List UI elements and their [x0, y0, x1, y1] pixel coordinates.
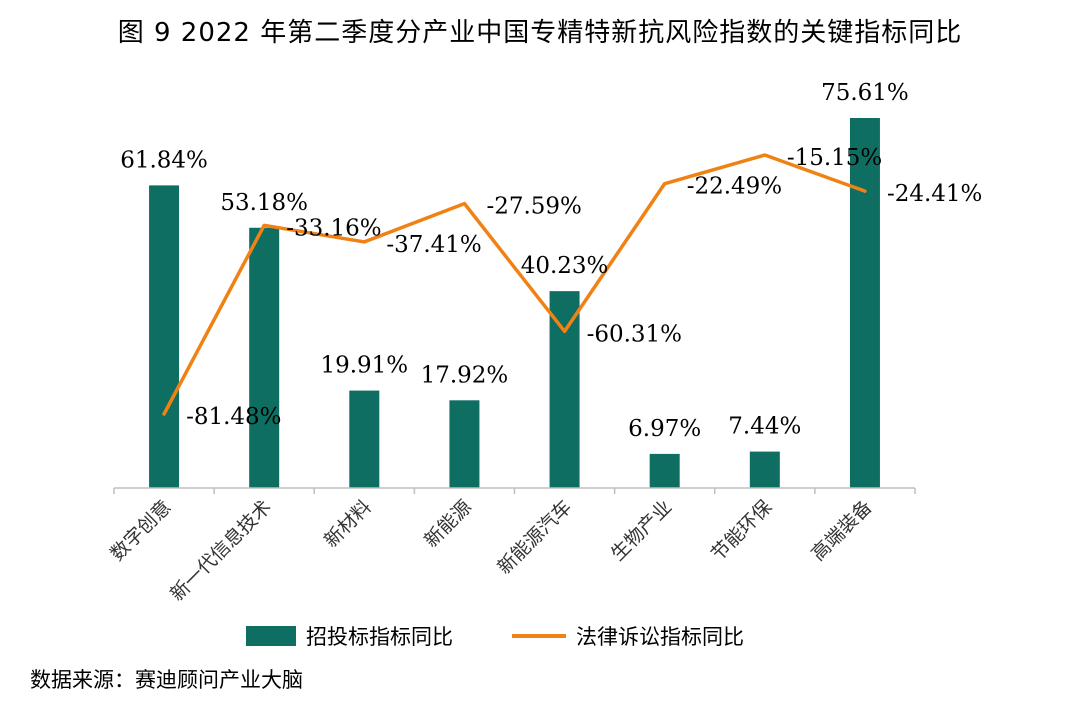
bar [549, 291, 580, 488]
bar-data-label: 75.61% [821, 80, 909, 106]
bar [849, 118, 880, 488]
bar-data-label: 53.18% [220, 190, 308, 216]
line-layer [162, 153, 867, 416]
bar-data-label: 7.44% [728, 414, 801, 440]
category-label: 新材料 [320, 496, 376, 552]
category-label: 高端装备 [807, 496, 876, 565]
line-data-label: -27.59% [486, 194, 581, 220]
line-series [162, 153, 867, 416]
bar-data-label: 40.23% [521, 253, 609, 279]
category-label: 新能源 [420, 496, 476, 552]
bar-data-label: 17.92% [421, 362, 509, 388]
bar [749, 451, 780, 488]
line-labels-layer: -81.48% -33.16%-37.41%-27.59% -60.31% -22.4… [186, 145, 982, 430]
source-note: 数据来源：赛迪顾问产业大脑 [30, 668, 303, 692]
legend-line-label: 法律诉讼指标同比 [576, 625, 744, 649]
category-label: 新一代信息技术 [166, 496, 276, 606]
line-data-label: -81.48% [186, 404, 281, 430]
bar [249, 227, 280, 488]
legend: 招投标指标同比 法律诉讼指标同比 [246, 625, 744, 649]
bar [449, 400, 480, 488]
bar-data-label: 19.91% [320, 353, 408, 379]
bar [349, 390, 380, 488]
bars-layer [149, 118, 880, 488]
category-label: 新能源汽车 [493, 496, 576, 579]
chart-title: 图 9 2022 年第二季度分产业中国专精特新抗风险指数的关键指标同比 [117, 18, 963, 48]
bar-data-label: 61.84% [120, 147, 208, 173]
bar-data-label: 6.97% [628, 416, 701, 442]
line-data-label: -37.41% [386, 232, 481, 258]
legend-bar-label: 招投标指标同比 [306, 625, 453, 649]
line-data-label: -24.41% [887, 181, 982, 207]
legend-bar-swatch [246, 626, 296, 646]
bar [149, 185, 180, 488]
x-axis [113, 487, 916, 494]
category-label: 节能环保 [707, 496, 776, 565]
line-data-label: -22.49% [687, 174, 782, 200]
category-label: 数字创意 [106, 496, 175, 565]
line-data-label: -33.16% [286, 215, 381, 241]
bar-labels-layer: 61.84% 53.18% 19.91% 17.92% 40.23% 6.97% 7.44%… [120, 80, 909, 442]
line-data-label: -60.31% [587, 321, 682, 347]
category-label: 生物产业 [607, 496, 676, 565]
line-data-label: -15.15% [787, 145, 882, 171]
bar [649, 453, 680, 488]
